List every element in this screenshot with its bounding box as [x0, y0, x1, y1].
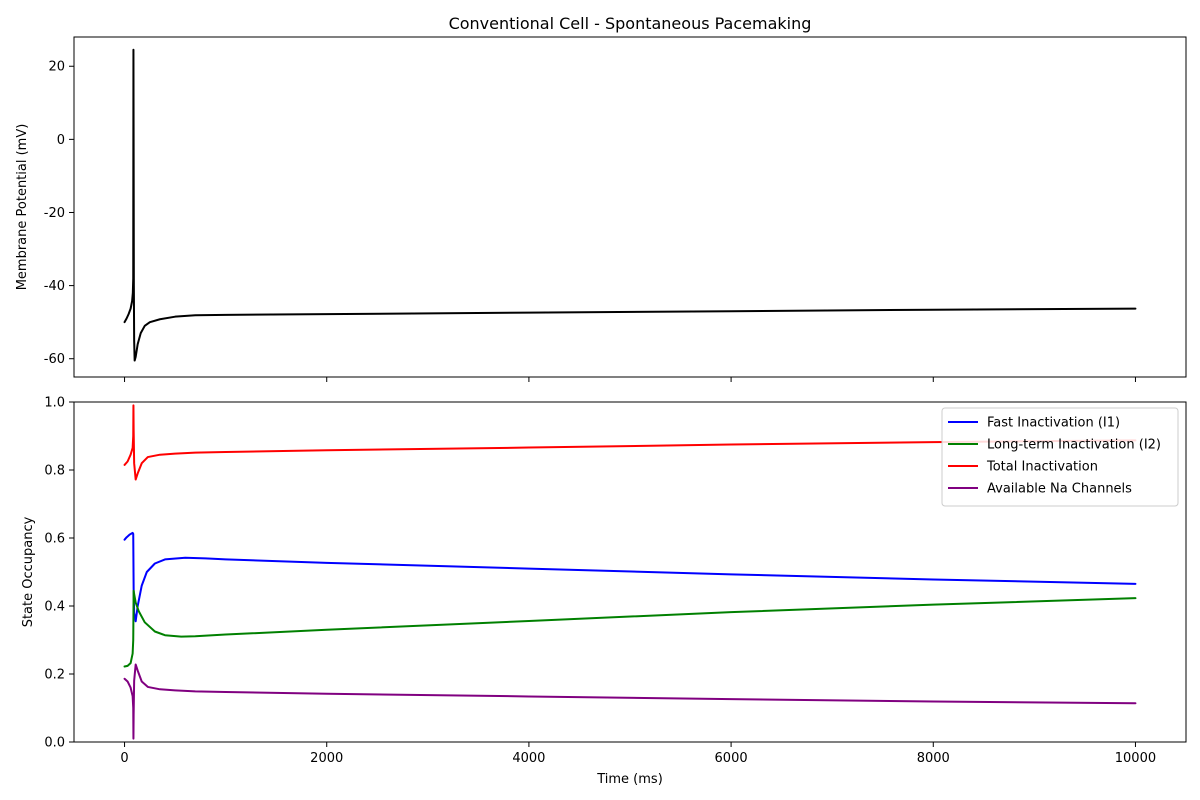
y-tick-label: -20 [44, 206, 65, 221]
series-group [123, 48, 1137, 362]
legend-entry-label: Total Inactivation [986, 460, 1098, 475]
legend-entry-label: Fast Inactivation (I1) [987, 416, 1120, 431]
x-tick-label: 2000 [310, 751, 343, 766]
series-line-long-term-inactivation-i2 [123, 589, 1137, 668]
axes-frame [73, 401, 1187, 743]
series-line-fast-inactivation-i1 [123, 531, 1137, 623]
x-tick-label: 0 [120, 751, 128, 766]
series-line-total-inactivation [123, 404, 1137, 481]
y-tick-label: 0.4 [44, 600, 65, 615]
y-tick-label: 0.6 [44, 532, 65, 547]
x-tick-label: 8000 [917, 751, 950, 766]
series-group [123, 404, 1137, 740]
x-tick-label: 10000 [1115, 751, 1156, 766]
y-tick-label: -60 [44, 352, 65, 367]
legend-entry-label: Available Na Channels [987, 482, 1132, 497]
x-tick-label: 6000 [715, 751, 748, 766]
subplot-1: -60 -40 -20 0 20 Conventional Cell - Spontane… [15, 14, 1187, 382]
chart-title: Conventional Cell - Spontaneous Pacemaki… [449, 14, 812, 33]
y-axis-label: Membrane Potential (mV) [15, 124, 30, 291]
series-line-potential [123, 48, 1137, 362]
y-tick-label: 0 [57, 133, 65, 148]
axes-frame [73, 36, 1187, 378]
y-tick-label: 0.8 [44, 464, 65, 479]
y-axis-label: State Occupancy [21, 516, 36, 627]
x-axis-label: Time (ms) [596, 772, 663, 787]
y-tick-label: 1.0 [44, 396, 65, 411]
y-tick-label: 0.0 [44, 736, 65, 751]
legend-box [941, 407, 1179, 507]
subplot-2: 0 2000 4000 6000 8000 10000 0.0 0.2 0.4 0.6 0.8 1.0… [21, 396, 1187, 787]
x-tick-label: 4000 [512, 751, 545, 766]
y-tick-label: 0.2 [44, 668, 65, 683]
series-line-available-na-channels [123, 663, 1137, 740]
legend-entry-label: Long-term Inactivation (I2) [987, 438, 1161, 453]
y-tick-label: 20 [48, 60, 65, 75]
y-tick-label: -40 [44, 279, 65, 294]
legend: Fast Inactivation (I1) Long-term Inactiva… [941, 407, 1179, 507]
